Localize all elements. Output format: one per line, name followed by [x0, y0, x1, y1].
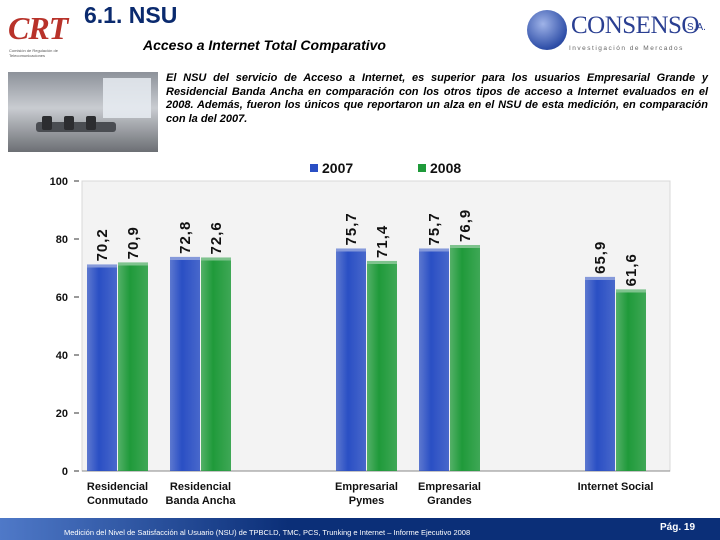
- consenso-logo: CONSENSO S.A. Investigación de Mercados: [525, 8, 715, 60]
- y-tick-label: 100: [50, 176, 68, 188]
- y-tick-label: 60: [56, 292, 68, 304]
- y-tick-label: 80: [56, 234, 68, 246]
- bar-2007-2: [336, 251, 366, 471]
- description-text: El NSU del servicio de Acceso a Internet…: [166, 72, 708, 125]
- y-tick-label: 40: [56, 350, 68, 362]
- crt-logo-mark: CRT: [8, 10, 68, 46]
- footer-bar: [0, 518, 720, 540]
- bar-2008-4: [616, 292, 646, 471]
- data-label-2007-4: 65,9: [592, 241, 609, 274]
- data-label-2007-3: 75,7: [426, 212, 443, 245]
- bar-top-2008-3: [450, 244, 480, 248]
- legend-label-2007: 2007: [322, 160, 353, 176]
- data-label-2007-1: 72,8: [177, 221, 194, 254]
- category-label: Empresarial: [335, 481, 398, 493]
- bar-top-2007-0: [87, 264, 117, 268]
- bar-top-2007-2: [336, 248, 366, 252]
- y-tick-label: 0: [62, 466, 68, 478]
- consenso-tagline: Investigación de Mercados: [569, 45, 684, 52]
- legend-swatch-2007: [310, 164, 318, 172]
- y-tick-label: 20: [56, 408, 68, 420]
- category-label: Conmutado: [87, 495, 148, 507]
- bar-2008-2: [367, 263, 397, 471]
- bar-2008-1: [201, 260, 231, 471]
- crt-logo: CRT Comisión de Regulación de Telecomuni…: [8, 6, 76, 66]
- section-title: 6.1. NSU: [84, 2, 178, 28]
- data-label-2008-2: 71,4: [374, 225, 391, 258]
- category-label: Grandes: [427, 495, 472, 507]
- bar-top-2008-0: [118, 262, 148, 266]
- page-number: Pág. 19: [660, 522, 696, 533]
- bar-2008-3: [450, 247, 480, 471]
- bar-2007-0: [87, 267, 117, 471]
- photo-chair: [42, 116, 52, 130]
- data-label-2007-2: 75,7: [343, 212, 360, 245]
- bar-2007-1: [170, 259, 200, 471]
- office-photo: [8, 72, 158, 152]
- data-label-2008-0: 70,9: [125, 226, 142, 259]
- bar-2008-0: [118, 265, 148, 471]
- data-label-2007-0: 70,2: [94, 228, 111, 261]
- consenso-suffix: S.A.: [687, 22, 706, 33]
- photo-table: [36, 122, 116, 132]
- category-label: Empresarial: [418, 481, 481, 493]
- category-label: Residencial: [170, 481, 231, 493]
- legend-swatch-2008: [418, 164, 426, 172]
- footer-text: Medición del Nivel de Satisfacción al Us…: [64, 528, 471, 537]
- legend-label-2008: 2008: [430, 160, 461, 176]
- photo-chair: [64, 116, 74, 130]
- data-label-2008-1: 72,6: [208, 221, 225, 254]
- category-label: Banda Ancha: [166, 495, 237, 507]
- crt-logo-caption: Comisión de Regulación de Telecomunicaci…: [9, 48, 58, 58]
- photo-window: [103, 78, 151, 118]
- nsu-bar-chart: 0 20 40 60 80 100 70,2 70,9 Residencial Conmutado…: [50, 160, 671, 507]
- consenso-globe-icon: [527, 10, 567, 50]
- bar-2007-4: [585, 279, 615, 471]
- bar-top-2008-1: [201, 257, 231, 261]
- consenso-name: CONSENSO: [571, 12, 699, 39]
- category-label: Pymes: [349, 495, 384, 507]
- bar-2007-3: [419, 251, 449, 471]
- photo-chair: [86, 116, 96, 130]
- slide-subtitle: Acceso a Internet Total Comparativo: [143, 37, 386, 53]
- category-label: Residencial: [87, 481, 148, 493]
- data-label-2008-3: 76,9: [457, 209, 474, 242]
- bar-top-2008-2: [367, 260, 397, 264]
- bar-top-2007-4: [585, 276, 615, 280]
- bar-top-2008-4: [616, 289, 646, 293]
- bar-top-2007-1: [170, 256, 200, 260]
- bar-top-2007-3: [419, 248, 449, 252]
- data-label-2008-4: 61,6: [623, 253, 640, 286]
- category-label: Internet Social: [578, 481, 654, 493]
